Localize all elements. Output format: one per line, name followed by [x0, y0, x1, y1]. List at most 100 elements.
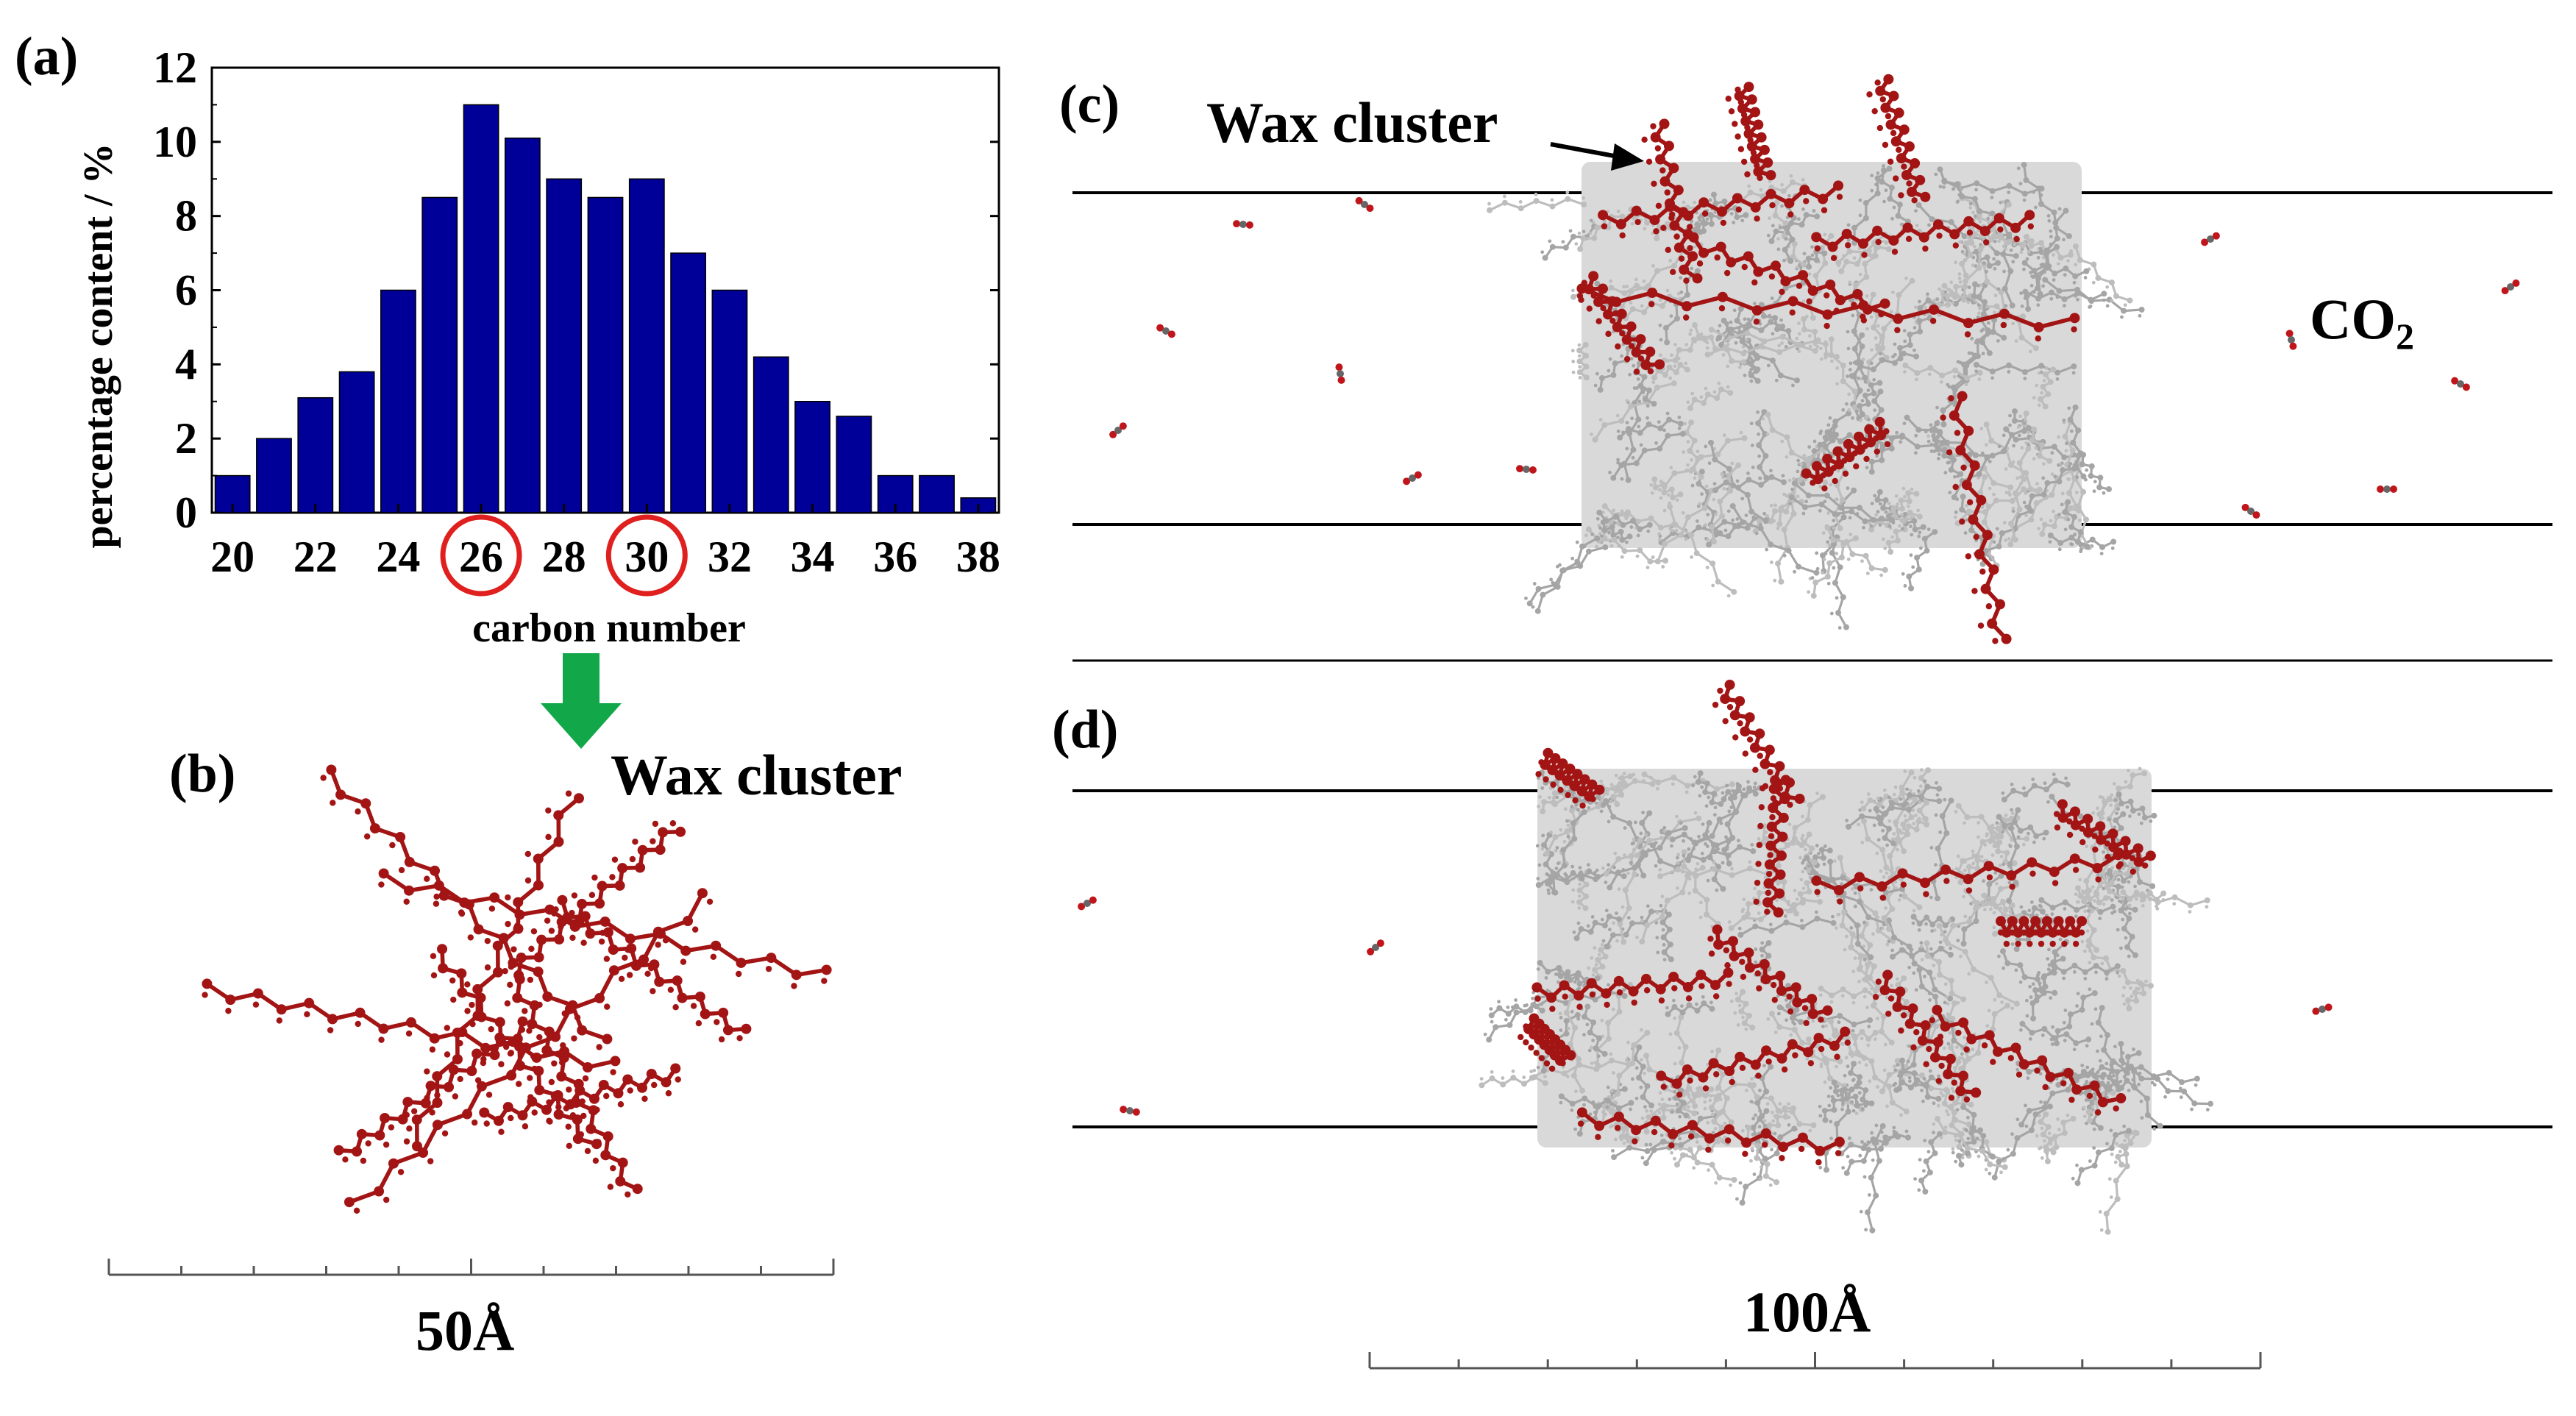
wax-chain-atom	[459, 897, 469, 908]
alkane-h-atom	[1951, 302, 1954, 305]
alkane-h-atom	[1801, 178, 1805, 182]
wax-chain-atom	[617, 863, 627, 873]
alkane-atom	[1613, 513, 1619, 519]
alkane-atom	[1720, 886, 1726, 892]
alkane-h-atom	[2051, 1025, 2054, 1029]
alkane-h-atom	[2110, 299, 2113, 302]
alkane-h-atom	[1951, 1148, 1954, 1151]
wax-chain-atom	[1737, 104, 1748, 114]
alkane-h-atom	[1601, 943, 1604, 947]
alkane-h-atom	[1885, 844, 1889, 847]
alkane-atom	[1523, 1009, 1529, 1015]
alkane-atom	[1806, 255, 1812, 261]
alkane-h-atom	[1860, 559, 1864, 563]
alkane-atom	[1662, 950, 1668, 956]
alkane-atom	[1487, 207, 1492, 213]
alkane-h-atom	[1759, 477, 1762, 480]
wax-chain-h-atom	[1861, 317, 1867, 323]
alkane-atom	[1872, 910, 1878, 916]
alkane-atom	[1951, 494, 1957, 500]
alkane-atom	[2107, 889, 2113, 894]
wax-chain-h-atom	[1901, 163, 1907, 169]
alkane-atom	[1785, 1003, 1791, 1009]
alkane-atom	[1687, 405, 1693, 411]
bar-29	[588, 197, 622, 513]
alkane-h-atom	[1709, 335, 1713, 338]
alkane-h-atom	[1893, 1064, 1896, 1068]
wax-chain-h-atom	[1875, 239, 1881, 245]
wax-chain-atom	[554, 934, 564, 944]
wax-chain-atom	[653, 927, 663, 937]
alkane-atom	[2092, 1163, 2098, 1169]
alkane-h-atom	[1845, 819, 1849, 822]
alkane-h-atom	[2004, 304, 2008, 307]
alkane-h-atom	[2032, 396, 2036, 399]
alkane-atom	[1540, 808, 1545, 814]
wax-chain-h-atom	[485, 964, 491, 970]
alkane-h-atom	[1904, 277, 1908, 280]
alkane-atom	[1664, 339, 1670, 345]
alkane-atom	[1895, 213, 1901, 219]
wax-chain-atom	[402, 1097, 413, 1107]
alkane-h-atom	[1620, 555, 1624, 559]
alkane-h-atom	[1621, 906, 1625, 909]
alkane-atom	[2061, 455, 2067, 460]
alkane-atom	[1964, 814, 1970, 820]
alkane-h-atom	[1894, 786, 1898, 789]
wax-chain-atom	[1588, 271, 1598, 281]
alkane-atom	[1806, 264, 1812, 270]
alkane-h-atom	[2063, 1008, 2067, 1012]
alkane-atom	[1620, 939, 1626, 945]
alkane-atom	[1671, 263, 1677, 268]
alkane-h-atom	[1963, 860, 1967, 864]
wax-chain-atom	[1835, 295, 1846, 305]
alkane-h-atom	[1982, 352, 1985, 355]
wax-chain-h-atom	[589, 892, 595, 898]
alkane-atom	[2089, 463, 2095, 469]
alkane-atom	[1987, 350, 1993, 356]
wax-chain-atom	[1689, 232, 1699, 243]
alkane-h-atom	[1916, 508, 1920, 512]
alkane-h-atom	[1722, 487, 1726, 491]
alkane-atom	[1897, 202, 1903, 207]
alkane-h-atom	[1932, 433, 1935, 437]
alkane-h-atom	[1599, 418, 1603, 421]
alkane-atom	[1641, 309, 1647, 315]
alkane-h-atom	[1733, 308, 1737, 312]
alkane-h-atom	[1541, 847, 1545, 851]
alkane-atom	[1883, 865, 1889, 871]
wax-chain-atom	[1747, 94, 1757, 104]
wax-chain-atom	[534, 952, 544, 962]
wax-chain-h-atom	[655, 942, 661, 947]
alkane-atom	[1835, 610, 1841, 616]
alkane-h-atom	[1820, 357, 1824, 361]
alkane-h-atom	[1849, 516, 1852, 520]
alkane-atom	[1775, 561, 1781, 566]
x-tick-label-34: 34	[791, 533, 835, 581]
alkane-atom	[2068, 252, 2074, 257]
wax-chain-h-atom	[1851, 302, 1857, 307]
wax-chain-h-atom	[1744, 171, 1750, 177]
alkane-h-atom	[1664, 1140, 1668, 1144]
alkane-atom	[1612, 360, 1618, 366]
wax-chain-atom	[1683, 210, 1693, 221]
alkane-h-atom	[1876, 1085, 1879, 1089]
wax-chain-atom	[494, 1033, 505, 1043]
alkane-atom	[1687, 448, 1693, 454]
alkane-h-atom	[1784, 914, 1787, 918]
wax-chain-atom	[1920, 192, 1930, 202]
alkane-h-atom	[1595, 545, 1598, 549]
alkane-atom	[1949, 219, 1954, 225]
alkane-h-atom	[1982, 879, 1985, 883]
wax-chain-h-atom	[1953, 484, 1959, 490]
alkane-h-atom	[2011, 260, 2015, 263]
alkane-h-atom	[1618, 887, 1621, 891]
alkane-h-atom	[2172, 902, 2176, 906]
alkane-atom	[2106, 486, 2112, 492]
alkane-h-atom	[1899, 440, 1902, 444]
alkane-atom	[2051, 1035, 2057, 1041]
alkane-atom	[1890, 954, 1896, 960]
wax-chain-atom	[594, 898, 605, 908]
alkane-h-atom	[2093, 1128, 2096, 1131]
alkane-h-atom	[1734, 992, 1738, 995]
